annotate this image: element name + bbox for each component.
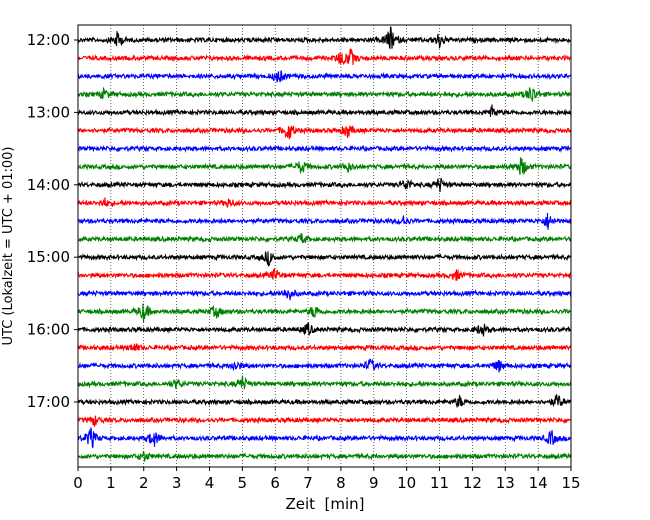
trace-1200 [78,26,571,50]
trace-1530 [78,289,571,301]
x-tick-label: 3 [172,474,182,492]
x-axis: 0 1 2 3 4 5 6 7 8 9 10 11 12 13 14 15 [73,467,581,492]
x-tick-label: 4 [205,474,215,492]
x-tick-label: 1 [106,474,116,492]
trace-1245 [78,86,571,102]
y-tick-label: 15:00 [27,248,70,266]
x-tick-label: 10 [397,474,416,492]
plot-area [77,24,572,468]
y-tick-label: 12:00 [27,31,70,49]
x-tick-label: 11 [430,474,449,492]
trace-1545 [78,303,571,323]
y-tick-label: 17:00 [27,393,70,411]
x-tick-label: 12 [463,474,482,492]
plot-frame [77,24,572,468]
x-tick-label: 7 [303,474,313,492]
trace-1745 [78,450,571,462]
trace-1715 [78,415,571,427]
trace-1615 [78,343,571,353]
trace-1230 [78,70,571,83]
x-tick-label: 8 [336,474,346,492]
x-axis-label: Zeit [min] [285,495,364,513]
trace-1315 [78,125,571,140]
trace-1215 [78,48,571,66]
trace-1300 [78,104,571,117]
x-tick-label: 5 [238,474,248,492]
x-tick-label: 6 [270,474,280,492]
y-tick-label: 13:00 [27,103,70,121]
x-tick-label: 13 [496,474,515,492]
trace-1400 [78,177,571,192]
trace-1645 [78,375,571,390]
trace-1330 [78,144,571,153]
y-axis: 12:00 13:00 14:00 15:00 16:00 17:00 [27,31,78,411]
y-tick-label: 14:00 [27,176,70,194]
trace-1345 [78,157,571,176]
x-tick-label: 9 [369,474,379,492]
x-tick-label: 0 [73,474,83,492]
x-tick-label: 14 [529,474,548,492]
y-axis-label: UTC (Lokalzeit = UTC + 01:00) [1,147,16,346]
trace-1600 [78,322,571,337]
trace-1700 [78,394,571,409]
trace-1500 [78,250,571,267]
trace-1430 [78,212,571,230]
trace-1630 [78,358,571,373]
trace-1515 [78,267,571,281]
x-tick-label: 15 [561,474,580,492]
trace-1415 [78,197,571,209]
x-tick-label: 2 [139,474,149,492]
y-tick-label: 16:00 [27,321,70,339]
trace-1445 [78,233,571,244]
trace-1730 [78,427,571,449]
